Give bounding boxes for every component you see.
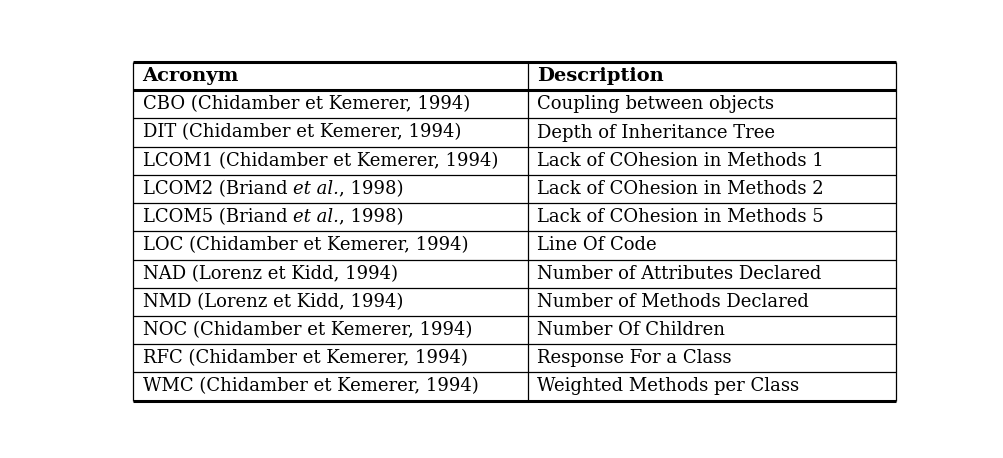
Text: Lack of COhesion in Methods 1: Lack of COhesion in Methods 1 bbox=[537, 152, 822, 170]
Text: Lack of COhesion in Methods 2: Lack of COhesion in Methods 2 bbox=[537, 180, 822, 198]
Text: Response For a Class: Response For a Class bbox=[537, 349, 730, 367]
Text: LCOM2 (Briand: LCOM2 (Briand bbox=[142, 180, 293, 198]
Text: CBO (Chidamber et Kemerer, 1994): CBO (Chidamber et Kemerer, 1994) bbox=[142, 95, 469, 113]
Text: WMC (Chidamber et Kemerer, 1994): WMC (Chidamber et Kemerer, 1994) bbox=[142, 377, 477, 395]
Text: Number of Attributes Declared: Number of Attributes Declared bbox=[537, 265, 820, 283]
Text: NAD (Lorenz et Kidd, 1994): NAD (Lorenz et Kidd, 1994) bbox=[142, 265, 397, 283]
Text: Number Of Children: Number Of Children bbox=[537, 321, 724, 339]
Text: Line Of Code: Line Of Code bbox=[537, 236, 656, 254]
Text: Acronym: Acronym bbox=[142, 67, 239, 85]
Text: et al.: et al. bbox=[293, 208, 339, 226]
Text: LOC (Chidamber et Kemerer, 1994): LOC (Chidamber et Kemerer, 1994) bbox=[142, 236, 467, 254]
Text: RFC (Chidamber et Kemerer, 1994): RFC (Chidamber et Kemerer, 1994) bbox=[142, 349, 467, 367]
Text: Depth of Inheritance Tree: Depth of Inheritance Tree bbox=[537, 124, 774, 142]
Text: LCOM5 (Briand: LCOM5 (Briand bbox=[142, 208, 293, 226]
Text: Coupling between objects: Coupling between objects bbox=[537, 95, 773, 113]
Text: Lack of COhesion in Methods 5: Lack of COhesion in Methods 5 bbox=[537, 208, 822, 226]
Text: NOC (Chidamber et Kemerer, 1994): NOC (Chidamber et Kemerer, 1994) bbox=[142, 321, 471, 339]
Text: , 1998): , 1998) bbox=[339, 180, 403, 198]
Text: Weighted Methods per Class: Weighted Methods per Class bbox=[537, 377, 798, 395]
Text: Description: Description bbox=[537, 67, 663, 85]
Text: Number of Methods Declared: Number of Methods Declared bbox=[537, 293, 808, 311]
Text: DIT (Chidamber et Kemerer, 1994): DIT (Chidamber et Kemerer, 1994) bbox=[142, 124, 460, 142]
Text: NMD (Lorenz et Kidd, 1994): NMD (Lorenz et Kidd, 1994) bbox=[142, 293, 402, 311]
Text: LCOM1 (Chidamber et Kemerer, 1994): LCOM1 (Chidamber et Kemerer, 1994) bbox=[142, 152, 497, 170]
Text: , 1998): , 1998) bbox=[339, 208, 403, 226]
Text: et al.: et al. bbox=[293, 180, 339, 198]
